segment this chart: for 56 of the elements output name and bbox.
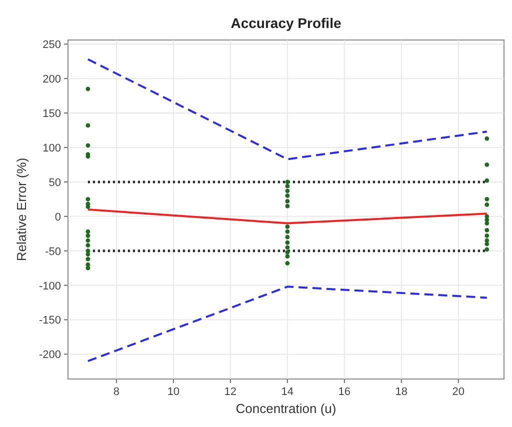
y-tick-label: 50: [48, 176, 61, 189]
point: [86, 204, 90, 209]
point: [285, 180, 290, 184]
point: [484, 162, 490, 167]
point: [86, 256, 90, 262]
y-tick-label: 200: [42, 74, 61, 86]
point: [285, 254, 290, 259]
point: [86, 238, 90, 243]
x-tick-label: 12: [224, 386, 237, 398]
y-tick-label: 0: [54, 211, 61, 224]
point: [285, 229, 290, 234]
x-tick-label: 10: [167, 386, 180, 398]
point: [484, 196, 490, 202]
point: [86, 229, 90, 234]
point: [86, 123, 90, 128]
x-tick-label: 8: [113, 386, 120, 398]
point: [86, 233, 90, 238]
x-axis-title: Concentration (u): [236, 401, 336, 416]
y-tick-label: -100: [38, 280, 61, 292]
y-axis-title: Relative Error (%): [14, 158, 29, 262]
point: [484, 178, 490, 183]
point: [285, 234, 290, 240]
point: [285, 245, 290, 250]
point: [484, 202, 490, 207]
y-tick-label: -150: [38, 314, 61, 327]
point: [86, 266, 90, 270]
y-tick-label: -50: [45, 246, 61, 258]
point: [285, 204, 290, 208]
point: [86, 252, 90, 256]
point: [285, 250, 290, 254]
point: [484, 247, 490, 252]
y-tick-label: -200: [38, 349, 61, 362]
y-tick-label: 100: [42, 142, 61, 154]
point: [86, 143, 90, 148]
point: [484, 136, 490, 141]
point: [285, 188, 290, 194]
point: [285, 184, 290, 188]
point: [285, 224, 290, 229]
x-tick-label: 16: [338, 386, 351, 398]
point: [285, 194, 290, 198]
x-tick-label: 14: [281, 386, 294, 398]
point: [86, 196, 90, 202]
x-tick-label: 18: [395, 386, 408, 398]
y-tick-label: 250: [42, 39, 61, 52]
point: [285, 240, 290, 245]
point: [285, 199, 290, 204]
point: [86, 243, 90, 248]
x-tick-label: 20: [452, 386, 465, 398]
point: [484, 228, 490, 232]
point: [484, 233, 490, 238]
point: [484, 221, 490, 226]
y-tick-label: 150: [42, 108, 61, 120]
point: [285, 261, 290, 266]
point: [86, 86, 90, 92]
point: [484, 242, 490, 246]
chart-title: Accuracy Profile: [230, 15, 342, 31]
